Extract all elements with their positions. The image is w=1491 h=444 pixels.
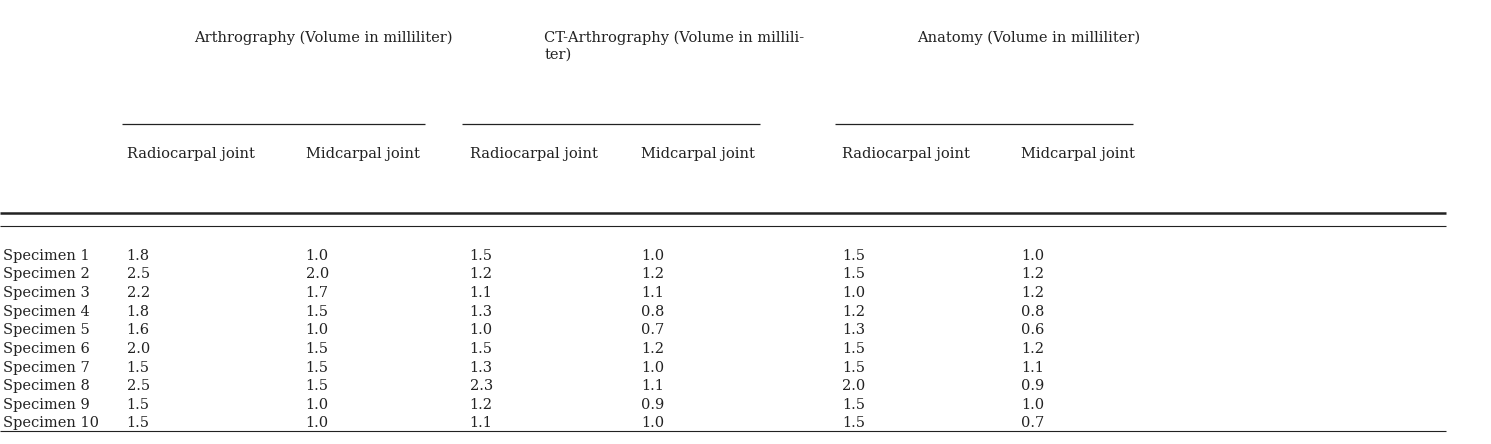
Text: 0.6: 0.6 <box>1021 323 1045 337</box>
Text: 1.5: 1.5 <box>842 416 865 431</box>
Text: 2.3: 2.3 <box>470 379 494 393</box>
Text: 1.5: 1.5 <box>842 342 865 356</box>
Text: 1.2: 1.2 <box>1021 286 1044 300</box>
Text: 1.5: 1.5 <box>470 342 492 356</box>
Text: 2.5: 2.5 <box>127 379 151 393</box>
Text: 2.0: 2.0 <box>127 342 151 356</box>
Text: 1.3: 1.3 <box>842 323 866 337</box>
Text: 1.0: 1.0 <box>641 416 665 431</box>
Text: 1.5: 1.5 <box>306 305 328 319</box>
Text: Anatomy (Volume in milliliter): Anatomy (Volume in milliliter) <box>917 31 1141 45</box>
Text: 1.2: 1.2 <box>470 267 492 281</box>
Text: 1.0: 1.0 <box>842 286 866 300</box>
Text: 1.8: 1.8 <box>127 305 151 319</box>
Text: 0.8: 0.8 <box>641 305 665 319</box>
Text: 1.5: 1.5 <box>306 379 328 393</box>
Text: 0.8: 0.8 <box>1021 305 1045 319</box>
Text: 1.3: 1.3 <box>470 305 494 319</box>
Text: Midcarpal joint: Midcarpal joint <box>641 147 754 161</box>
Text: 2.5: 2.5 <box>127 267 151 281</box>
Text: 1.5: 1.5 <box>842 249 865 263</box>
Text: Specimen 3: Specimen 3 <box>3 286 89 300</box>
Text: Specimen 9: Specimen 9 <box>3 398 89 412</box>
Text: 1.5: 1.5 <box>127 398 149 412</box>
Text: 1.5: 1.5 <box>842 361 865 375</box>
Text: 1.5: 1.5 <box>306 361 328 375</box>
Text: Radiocarpal joint: Radiocarpal joint <box>842 147 971 161</box>
Text: 0.7: 0.7 <box>641 323 665 337</box>
Text: 2.0: 2.0 <box>306 267 330 281</box>
Text: 1.2: 1.2 <box>1021 342 1044 356</box>
Text: Specimen 6: Specimen 6 <box>3 342 89 356</box>
Text: 1.7: 1.7 <box>306 286 328 300</box>
Text: 1.0: 1.0 <box>306 398 330 412</box>
Text: Specimen 2: Specimen 2 <box>3 267 89 281</box>
Text: 1.0: 1.0 <box>641 249 665 263</box>
Text: 0.9: 0.9 <box>641 398 665 412</box>
Text: 1.0: 1.0 <box>1021 398 1045 412</box>
Text: Specimen 10: Specimen 10 <box>3 416 98 431</box>
Text: 1.0: 1.0 <box>306 416 330 431</box>
Text: 1.8: 1.8 <box>127 249 151 263</box>
Text: 1.2: 1.2 <box>1021 267 1044 281</box>
Text: 1.5: 1.5 <box>842 398 865 412</box>
Text: 1.6: 1.6 <box>127 323 151 337</box>
Text: Midcarpal joint: Midcarpal joint <box>1021 147 1135 161</box>
Text: 1.0: 1.0 <box>641 361 665 375</box>
Text: Specimen 1: Specimen 1 <box>3 249 89 263</box>
Text: Specimen 4: Specimen 4 <box>3 305 89 319</box>
Text: Arthrography (Volume in milliliter): Arthrography (Volume in milliliter) <box>194 31 452 45</box>
Text: 1.0: 1.0 <box>306 323 330 337</box>
Text: 1.5: 1.5 <box>842 267 865 281</box>
Text: 0.7: 0.7 <box>1021 416 1045 431</box>
Text: 2.0: 2.0 <box>842 379 866 393</box>
Text: 1.2: 1.2 <box>470 398 492 412</box>
Text: 1.2: 1.2 <box>842 305 865 319</box>
Text: Specimen 7: Specimen 7 <box>3 361 89 375</box>
Text: 1.5: 1.5 <box>470 249 492 263</box>
Text: 1.1: 1.1 <box>641 379 663 393</box>
Text: Specimen 8: Specimen 8 <box>3 379 89 393</box>
Text: 1.2: 1.2 <box>641 342 663 356</box>
Text: 1.0: 1.0 <box>306 249 330 263</box>
Text: 1.0: 1.0 <box>470 323 494 337</box>
Text: Radiocarpal joint: Radiocarpal joint <box>470 147 598 161</box>
Text: 2.2: 2.2 <box>127 286 151 300</box>
Text: 1.1: 1.1 <box>641 286 663 300</box>
Text: Midcarpal joint: Midcarpal joint <box>306 147 419 161</box>
Text: 0.9: 0.9 <box>1021 379 1045 393</box>
Text: 1.1: 1.1 <box>1021 361 1044 375</box>
Text: 1.0: 1.0 <box>1021 249 1045 263</box>
Text: 1.5: 1.5 <box>127 416 149 431</box>
Text: 1.5: 1.5 <box>306 342 328 356</box>
Text: 1.2: 1.2 <box>641 267 663 281</box>
Text: 1.1: 1.1 <box>470 286 492 300</box>
Text: Radiocarpal joint: Radiocarpal joint <box>127 147 255 161</box>
Text: CT-Arthrography (Volume in millili-
ter): CT-Arthrography (Volume in millili- ter) <box>544 31 804 62</box>
Text: 1.5: 1.5 <box>127 361 149 375</box>
Text: 1.3: 1.3 <box>470 361 494 375</box>
Text: 1.1: 1.1 <box>470 416 492 431</box>
Text: Specimen 5: Specimen 5 <box>3 323 89 337</box>
